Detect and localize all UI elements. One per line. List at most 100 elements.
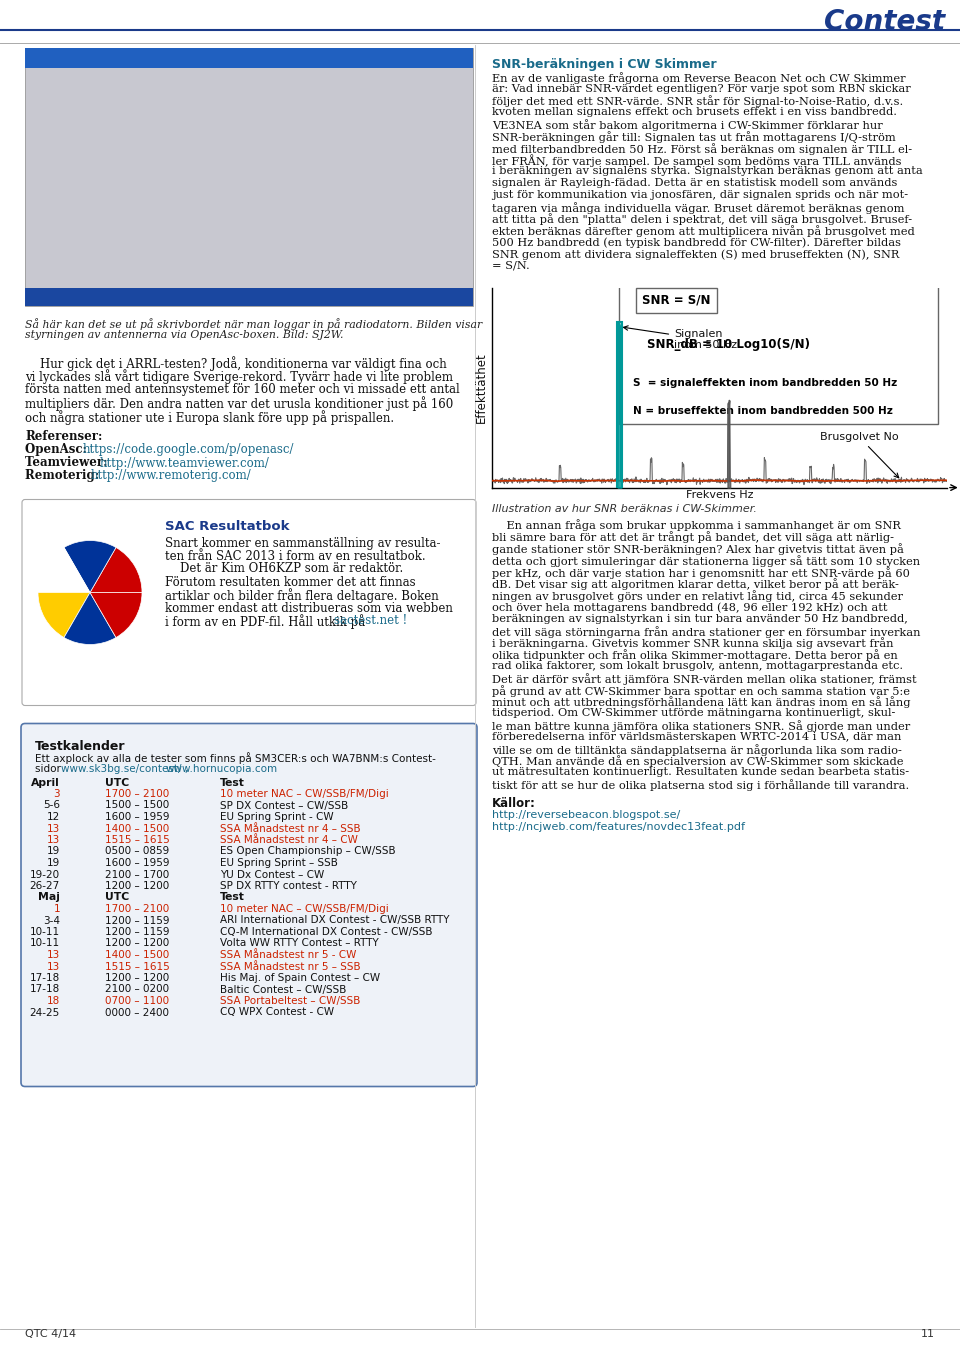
Text: http://www.remoterig.com/: http://www.remoterig.com/ [91,470,252,483]
X-axis label: Frekvens Hz: Frekvens Hz [685,490,754,501]
Text: 17-18: 17-18 [30,984,60,995]
Text: Det är därför svårt att jämföra SNR-värden mellan olika stationer, främst: Det är därför svårt att jämföra SNR-värd… [492,673,917,685]
Wedge shape [38,593,90,638]
Text: i beräkningen av signalens styrka. Signalstyrkan beräknas genom att anta: i beräkningen av signalens styrka. Signa… [492,167,923,176]
Text: Maj: Maj [38,893,60,902]
Text: = S/N.: = S/N. [492,261,530,271]
Text: SNR-beräkningen går till: Signalen tas ut från mottagarens I/Q-ström: SNR-beräkningen går till: Signalen tas u… [492,132,896,142]
Text: sidor: sidor [35,764,64,773]
Text: 17-18: 17-18 [30,973,60,982]
Text: 3: 3 [54,788,60,799]
Text: 1200 – 1200: 1200 – 1200 [105,881,169,892]
Text: vi lyckades slå vårt tidigare Sverige-rekord. Tyvärr hade vi lite problem: vi lyckades slå vårt tidigare Sverige-re… [25,369,453,384]
Text: och över hela mottagarens bandbredd (48, 96 eller 192 kHz) och att: och över hela mottagarens bandbredd (48,… [492,603,887,613]
Wedge shape [64,593,116,645]
Text: Så här kan det se ut på skrivbordet när man loggar in på radiodatorn. Bilden vis: Så här kan det se ut på skrivbordet när … [25,318,482,330]
Text: Brusgolvet No: Brusgolvet No [820,432,899,478]
Text: EU Spring Sprint – SSB: EU Spring Sprint – SSB [220,858,338,868]
Text: SP DX RTTY contest - RTTY: SP DX RTTY contest - RTTY [220,881,357,892]
Text: 13: 13 [47,824,60,833]
Text: CQ WPX Contest - CW: CQ WPX Contest - CW [220,1007,334,1018]
Text: 19: 19 [47,858,60,868]
Text: 13: 13 [47,962,60,972]
Text: kvoten mellan signalens effekt och brusets effekt i en viss bandbredd.: kvoten mellan signalens effekt och bruse… [492,107,897,118]
Text: per kHz, och där varje station har i genomsnitt har ett SNR-värde på 60: per kHz, och där varje station har i gen… [492,567,910,578]
Text: 10 meter NAC – CW/SSB/FM/Digi: 10 meter NAC – CW/SSB/FM/Digi [220,904,389,915]
Text: 0500 – 0859: 0500 – 0859 [105,847,169,856]
Text: UTC: UTC [105,893,130,902]
Text: le man bättre kunna jämföra olika stationers SNR. Så gjorde man under: le man bättre kunna jämföra olika statio… [492,721,910,731]
Text: SNR_dB = 10 Log10(S/N): SNR_dB = 10 Log10(S/N) [647,338,809,350]
Text: SSA Månadstest nr 4 – SSB: SSA Månadstest nr 4 – SSB [220,824,361,833]
Text: 1400 – 1500: 1400 – 1500 [105,824,169,833]
Text: En av de vanligaste frågorna om Reverse Beacon Net och CW Skimmer: En av de vanligaste frågorna om Reverse … [492,72,905,84]
Text: ekten beräknas därefter genom att multiplicera nivån på brusgolvet med: ekten beräknas därefter genom att multip… [492,225,915,237]
Text: SNR genom att dividera signaleffekten (S) med bruseffekten (N), SNR: SNR genom att dividera signaleffekten (S… [492,248,900,259]
Wedge shape [38,547,90,593]
Text: SSA Månadstest nr 5 – SSB: SSA Månadstest nr 5 – SSB [220,962,361,972]
Text: ES Open Championship – CW/SSB: ES Open Championship – CW/SSB [220,847,396,856]
Text: Förutom resultaten kommer det att finnas: Förutom resultaten kommer det att finnas [165,575,416,589]
Text: Källor:: Källor: [492,797,536,810]
Text: 1500 – 1500: 1500 – 1500 [105,801,169,810]
Text: 2100 – 0200: 2100 – 0200 [105,984,169,995]
Text: 0000 – 2400: 0000 – 2400 [105,1007,169,1018]
Text: förberedelserna inför världsmästerskapen WRTC-2014 i USA, där man: förberedelserna inför världsmästerskapen… [492,731,901,742]
Text: Snart kommer en sammanställning av resulta-: Snart kommer en sammanställning av resul… [165,536,441,550]
Text: kommer endast att distribueras som via webben: kommer endast att distribueras som via w… [165,601,453,615]
Text: 1515 – 1615: 1515 – 1615 [105,962,170,972]
Text: www.hornucopia.com: www.hornucopia.com [165,764,277,773]
Text: att titta på den "platta" delen i spektrat, det vill säga brusgolvet. Brusef-: att titta på den "platta" delen i spektr… [492,213,912,225]
Text: 10 meter NAC – CW/SSB/FM/Digi: 10 meter NAC – CW/SSB/FM/Digi [220,788,389,799]
Text: dB. Det visar sig att algoritmen klarar detta, vilket beror på att beräk-: dB. Det visar sig att algoritmen klarar … [492,578,899,590]
Wedge shape [90,593,142,638]
Text: ut mätresultaten kontinuerligt. Resultaten kunde sedan bearbeta statis-: ut mätresultaten kontinuerligt. Resultat… [492,768,909,778]
Text: 18: 18 [47,996,60,1006]
Text: 5-6: 5-6 [43,801,60,810]
Text: 1200 – 1200: 1200 – 1200 [105,939,169,949]
FancyBboxPatch shape [22,499,476,706]
Text: Baltic Contest – CW/SSB: Baltic Contest – CW/SSB [220,984,347,995]
Text: ningen av brusgolvet görs under en relativt lång tid, circa 45 sekunder: ningen av brusgolvet görs under en relat… [492,590,903,603]
Text: Remoterig:: Remoterig: [25,470,104,483]
Text: SNR-beräkningen i CW Skimmer: SNR-beräkningen i CW Skimmer [492,58,716,71]
Text: 13: 13 [47,950,60,959]
Text: 19: 19 [47,847,60,856]
Text: Illustration av hur SNR beräknas i CW-Skimmer.: Illustration av hur SNR beräknas i CW-Sk… [492,503,756,513]
Text: 1200 – 1159: 1200 – 1159 [105,916,170,925]
Text: 1400 – 1500: 1400 – 1500 [105,950,169,959]
Text: QTH. Man använde då en specialversion av CW-Skimmer som skickade: QTH. Man använde då en specialversion av… [492,756,903,768]
Text: Test: Test [220,778,245,787]
Text: N = bruseffekten inom bandbredden 500 Hz: N = bruseffekten inom bandbredden 500 Hz [633,406,893,415]
Text: 10-11: 10-11 [30,939,60,949]
Text: 24-25: 24-25 [30,1007,60,1018]
Text: SSA Portabeltest – CW/SSB: SSA Portabeltest – CW/SSB [220,996,360,1006]
Text: Teamviewer:: Teamviewer: [25,456,111,470]
Text: Test: Test [220,893,245,902]
Text: Signalen
inom 50 Hz: Signalen inom 50 Hz [623,326,737,350]
Text: gande stationer stör SNR-beräkningen? Alex har givetvis tittat även på: gande stationer stör SNR-beräkningen? Al… [492,543,904,555]
Text: 0700 – 1100: 0700 – 1100 [105,996,169,1006]
Text: SNR = S/N: SNR = S/N [642,293,710,307]
Text: första natten med antennsystemet för 160 meter och vi missade ett antal: första natten med antennsystemet för 160… [25,383,460,396]
Text: 1: 1 [54,904,60,915]
Text: April: April [32,778,60,787]
Text: med filterbandbredden 50 Hz. Först så beräknas om signalen är TILL el-: med filterbandbredden 50 Hz. Först så be… [492,142,912,155]
Text: i form av en PDF-fil. Håll utkik på: i form av en PDF-fil. Håll utkik på [165,615,369,630]
Text: 26-27: 26-27 [30,881,60,892]
Text: QTC 4/14: QTC 4/14 [25,1329,76,1339]
Text: 1600 – 1959: 1600 – 1959 [105,858,170,868]
Text: 1700 – 2100: 1700 – 2100 [105,788,169,799]
Text: www.sk3bg.se/contest/ ,: www.sk3bg.se/contest/ , [61,764,191,773]
Text: 1600 – 1959: 1600 – 1959 [105,811,170,822]
Y-axis label: Effekttäthet: Effekttäthet [475,353,488,423]
Text: styrningen av antennerna via OpenAsc-boxen. Bild: SJ2W.: styrningen av antennerna via OpenAsc-box… [25,330,344,341]
Text: artiklar och bilder från flera deltagare. Boken: artiklar och bilder från flera deltagare… [165,589,439,604]
Text: Referenser:: Referenser: [25,430,103,442]
Text: SP DX Contest – CW/SSB: SP DX Contest – CW/SSB [220,801,348,810]
Text: 1200 – 1200: 1200 – 1200 [105,973,169,982]
Text: 500 Hz bandbredd (en typisk bandbredd för CW-filter). Därefter bildas: 500 Hz bandbredd (en typisk bandbredd fö… [492,237,901,248]
Text: tagaren via många individuella vägar. Bruset däremot beräknas genom: tagaren via många individuella vägar. Br… [492,202,904,213]
Text: 11: 11 [921,1329,935,1339]
Text: signalen är Rayleigh-fädad. Detta är en statistisk modell som används: signalen är Rayleigh-fädad. Detta är en … [492,178,898,189]
